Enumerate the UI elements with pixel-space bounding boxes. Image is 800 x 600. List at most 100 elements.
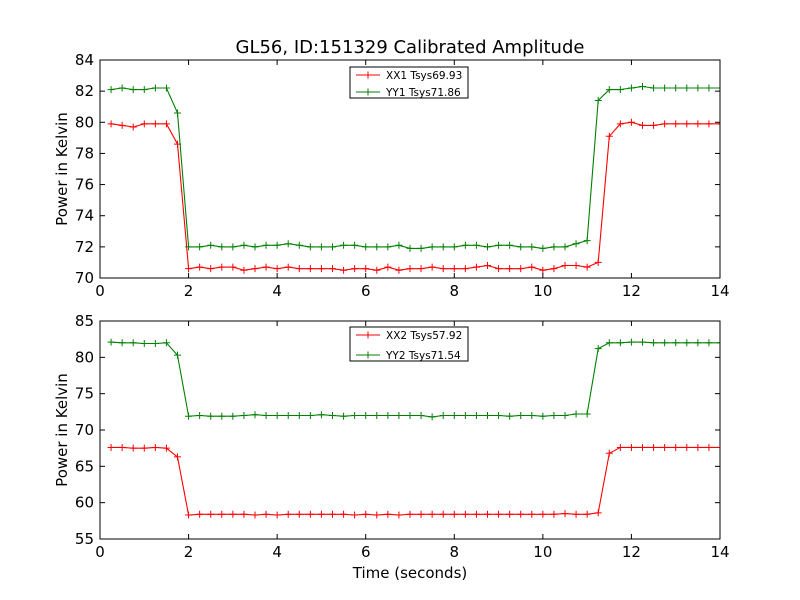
axes-frame — [99, 59, 721, 279]
data-point — [627, 338, 635, 346]
data-point — [151, 84, 159, 92]
data-point — [683, 120, 691, 128]
y-axis-label: Power in Kelvin — [53, 373, 71, 487]
data-point — [616, 443, 624, 451]
data-point — [627, 84, 635, 92]
data-point — [517, 411, 525, 419]
data-point — [373, 266, 381, 274]
data-point — [262, 241, 270, 249]
data-point — [461, 241, 469, 249]
data-point — [517, 510, 525, 518]
data-point — [207, 265, 215, 273]
x-tick-label: 2 — [184, 282, 194, 300]
data-point — [461, 411, 469, 419]
data-point — [650, 121, 658, 129]
legend-label: YY1 Tsys71.86 — [385, 87, 461, 99]
data-point — [650, 339, 658, 347]
data-point — [384, 263, 392, 271]
x-tick-label: 4 — [272, 543, 282, 561]
data-point — [317, 510, 325, 518]
data-point — [273, 511, 281, 519]
y-tick-label: 72 — [75, 238, 94, 256]
data-point — [472, 411, 480, 419]
data-point — [140, 444, 148, 452]
data-point — [594, 345, 602, 353]
data-point — [295, 510, 303, 518]
data-point — [417, 244, 425, 252]
data-point — [218, 510, 226, 518]
data-point — [395, 241, 403, 249]
x-tick-label: 14 — [710, 282, 729, 300]
data-point — [605, 449, 613, 457]
data-point — [561, 262, 569, 270]
data-point — [561, 411, 569, 419]
data-point — [583, 263, 591, 271]
data-point — [616, 339, 624, 347]
legend-marker — [364, 88, 372, 96]
x-tick-label: 6 — [361, 282, 371, 300]
data-point — [705, 84, 713, 92]
data-point — [306, 411, 314, 419]
data-point — [207, 241, 215, 249]
data-point — [694, 339, 702, 347]
data-point — [174, 109, 181, 117]
data-point — [295, 241, 303, 249]
data-point — [107, 86, 115, 94]
data-point — [550, 510, 558, 518]
data-point — [273, 265, 281, 273]
data-point — [439, 411, 447, 419]
data-point — [218, 263, 226, 271]
data-point — [174, 351, 181, 359]
data-point — [506, 265, 514, 273]
data-point — [439, 510, 447, 518]
x-axis-label: Time (seconds) — [352, 564, 468, 582]
data-point — [240, 411, 248, 419]
data-point — [340, 510, 348, 518]
data-point — [561, 243, 569, 251]
data-point — [705, 120, 713, 128]
data-point — [406, 510, 414, 518]
y-tick-label: 70 — [75, 269, 94, 287]
data-point — [118, 84, 126, 92]
data-point — [140, 340, 148, 348]
data-point — [661, 84, 669, 92]
data-point — [716, 84, 720, 92]
data-point — [262, 510, 270, 518]
data-point — [107, 338, 115, 346]
x-tick-label: 12 — [622, 543, 641, 561]
data-point — [284, 263, 292, 271]
data-point — [262, 263, 270, 271]
legend: XX1 Tsys69.93 YY1 Tsys71.86 — [349, 66, 469, 99]
data-point — [251, 511, 259, 519]
data-point — [716, 120, 720, 128]
data-point — [450, 243, 458, 251]
data-point — [218, 412, 226, 420]
x-tick-label: 10 — [533, 282, 552, 300]
data-point — [340, 266, 348, 274]
data-point — [672, 84, 680, 92]
data-point — [295, 265, 303, 273]
data-point — [240, 241, 248, 249]
data-point — [240, 266, 248, 274]
data-point — [639, 82, 646, 90]
panel-bottom: 0 2 4 6 8 10 12 14 55 60 65 70 75 80 85 Power in Kelvin… — [53, 312, 730, 561]
data-point — [373, 411, 381, 419]
x-tick-label: 14 — [710, 543, 729, 561]
data-point — [129, 86, 137, 94]
data-point — [627, 118, 635, 126]
data-point — [672, 120, 680, 128]
y-tick-label: 76 — [75, 176, 94, 194]
data-point — [340, 241, 348, 249]
data-point — [340, 412, 348, 420]
data-point — [484, 243, 491, 251]
legend-marker — [364, 331, 372, 339]
series-line-xx2 — [111, 446, 720, 516]
data-point — [129, 123, 137, 131]
y-axis-label: Power in Kelvin — [53, 112, 71, 226]
data-point — [196, 263, 204, 271]
data-point — [362, 411, 370, 419]
data-point — [439, 265, 447, 273]
panel-top: 0 2 4 6 8 10 12 14 70 72 74 76 78 80 82 84 Power in Kelv… — [53, 51, 730, 300]
data-point — [229, 412, 237, 420]
